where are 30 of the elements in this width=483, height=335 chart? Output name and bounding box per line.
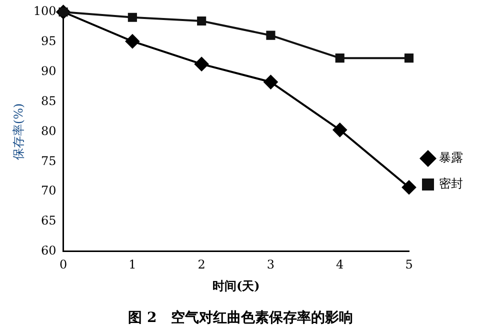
legend-label: 密封 xyxy=(439,176,463,191)
y-tick-label: 60 xyxy=(41,244,56,258)
point xyxy=(128,12,137,22)
point xyxy=(404,54,414,63)
legend-label: 暴露 xyxy=(439,150,463,165)
y-tick-label: 100 xyxy=(33,4,56,18)
point xyxy=(266,30,276,40)
y-tick-label: 80 xyxy=(41,124,56,138)
x-tick-label: 3 xyxy=(266,258,275,272)
x-tick-label: 1 xyxy=(128,258,136,272)
x-tick-label: 2 xyxy=(198,258,206,272)
point xyxy=(335,54,344,63)
y-tick-label: 70 xyxy=(41,184,56,198)
x-tick-label: 5 xyxy=(405,258,413,272)
y-tick-label: 75 xyxy=(41,154,56,168)
y-tick-label: 95 xyxy=(41,34,56,48)
x-tick-label: 0 xyxy=(59,258,68,272)
x-tick-label: 4 xyxy=(336,258,344,272)
y-tick-label: 90 xyxy=(41,64,56,78)
y-tick-label: 65 xyxy=(41,214,56,228)
point xyxy=(402,180,416,194)
text: 图 2 空气对红曲色素保存率的影响 xyxy=(128,309,353,326)
point xyxy=(194,57,209,72)
x-axis-title: 时间(天) xyxy=(212,279,260,294)
point xyxy=(197,16,206,26)
point xyxy=(125,34,140,48)
y-tick-label: 85 xyxy=(41,94,56,108)
point xyxy=(332,122,347,137)
y-axis-title: 保存率(%) xyxy=(11,103,26,160)
point xyxy=(264,75,278,90)
